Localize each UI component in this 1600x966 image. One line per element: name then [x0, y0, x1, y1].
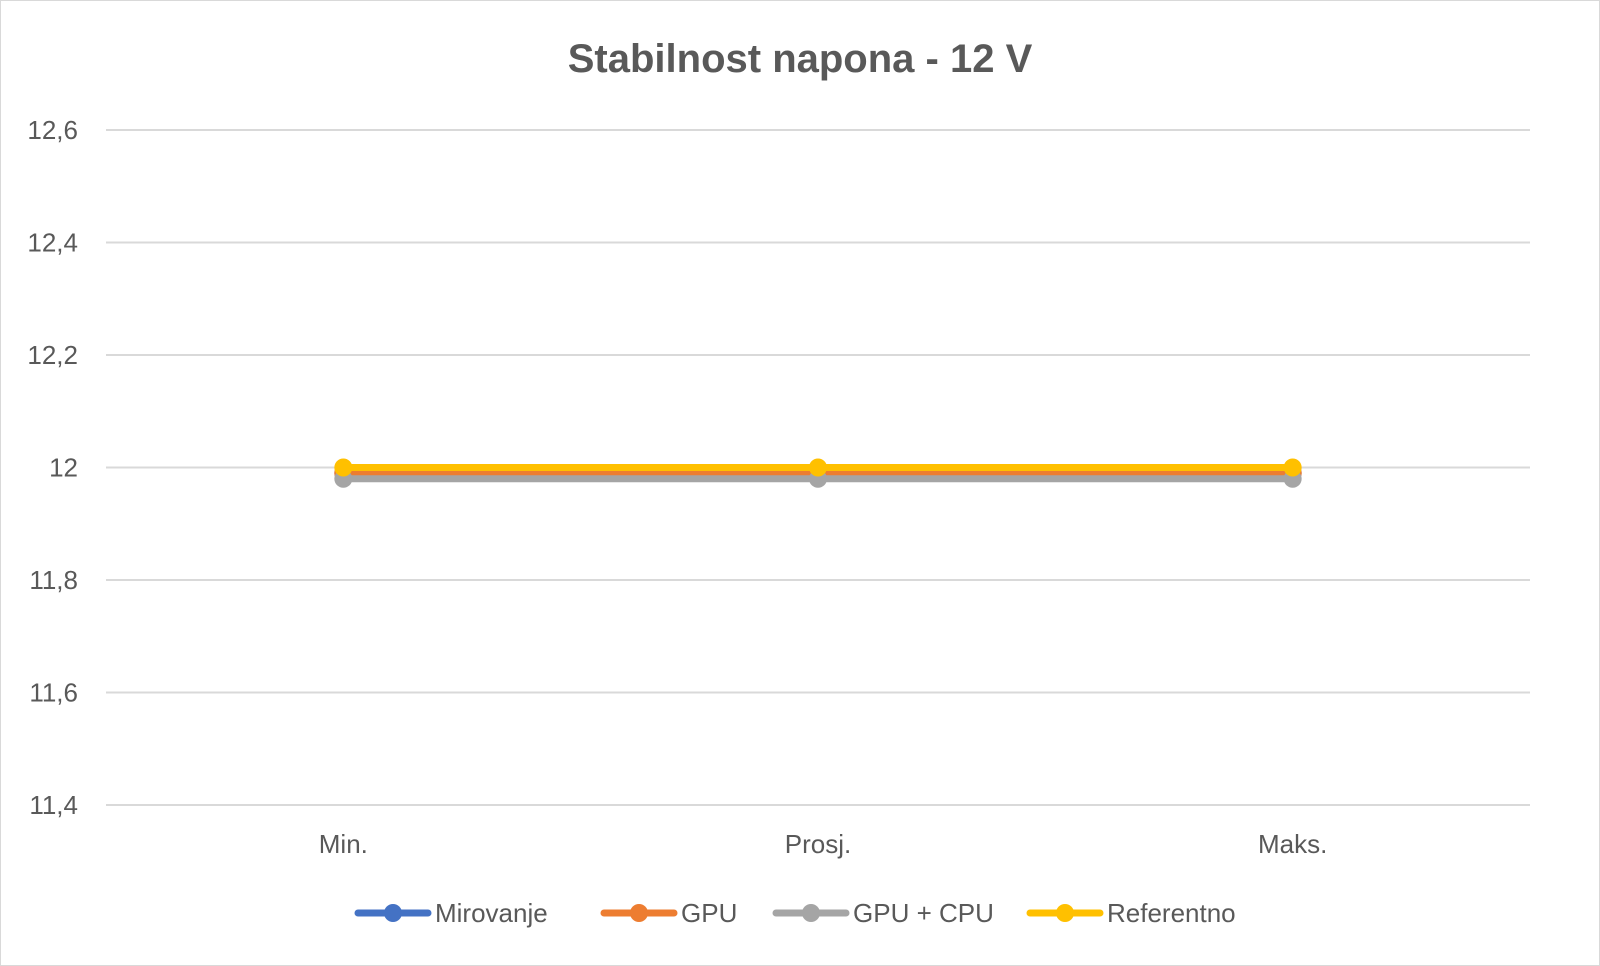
legend-label: Mirovanje [435, 898, 548, 928]
legend-label: GPU [681, 898, 737, 928]
legend-swatch-marker [802, 904, 820, 922]
legend-swatch-marker [630, 904, 648, 922]
series-3 [334, 458, 1302, 477]
data-point [809, 458, 827, 477]
y-tick-label: 11,4 [29, 790, 78, 820]
legend-label: GPU + CPU [853, 898, 994, 928]
legend-item: GPU [600, 898, 737, 928]
y-tick-label: 12,2 [27, 340, 78, 370]
y-axis-tick-labels: 11,4 11,6 11,8 12 12,2 12,4 12,6 [27, 115, 78, 820]
legend-item: Referentno [1026, 898, 1236, 928]
y-tick-label: 12,4 [27, 228, 78, 258]
legend: Mirovanje GPU GPU + CPU Referentno [354, 898, 1236, 928]
legend-swatch-marker [1056, 904, 1074, 922]
legend-item: GPU + CPU [772, 898, 994, 928]
chart-title: Stabilnost napona - 12 V [568, 37, 1033, 81]
data-point [1283, 458, 1302, 477]
series-lines [334, 458, 1302, 488]
y-tick-label: 12,6 [27, 115, 78, 145]
y-tick-label: 11,6 [29, 678, 78, 708]
y-tick-label: 11,8 [29, 565, 78, 595]
legend-label: Referentno [1107, 898, 1236, 928]
y-tick-label: 12 [49, 453, 78, 483]
x-axis-tick-labels: Min. Prosj. Maks. [319, 829, 1328, 859]
x-tick-label: Prosj. [785, 829, 851, 859]
x-tick-label: Min. [319, 829, 368, 859]
legend-item: Mirovanje [354, 898, 548, 928]
data-point [334, 458, 353, 477]
legend-swatch-marker [384, 904, 402, 922]
x-tick-label: Maks. [1258, 829, 1327, 859]
grid-lines [106, 129, 1530, 806]
